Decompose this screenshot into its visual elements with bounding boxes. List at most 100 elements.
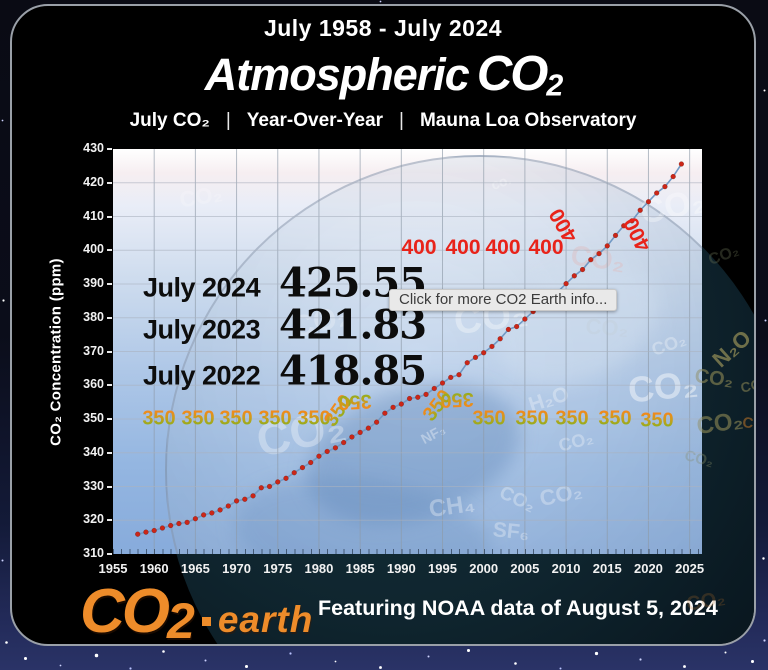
y-tick-mark — [107, 350, 112, 353]
data-point — [596, 250, 602, 257]
x-tick-label: 2000 — [469, 561, 499, 576]
data-point — [406, 395, 413, 402]
subtitle-july-co2: July CO₂ — [129, 110, 210, 131]
y-tick-label: 320 — [83, 512, 104, 527]
subtitle-observatory: Mauna Loa Observatory — [419, 110, 637, 131]
x-tick-label: 1955 — [98, 561, 128, 576]
x-tick-label: 1960 — [139, 561, 169, 576]
data-point — [373, 419, 380, 425]
data-point — [209, 510, 215, 516]
data-point — [514, 323, 520, 330]
y-tick-label: 350 — [83, 411, 104, 425]
y-tick-label: 380 — [83, 309, 104, 324]
data-point — [225, 503, 231, 509]
title-co2: CO2 — [476, 47, 563, 103]
data-point — [242, 496, 248, 502]
data-point — [489, 343, 495, 350]
threshold-label-350: 350 — [640, 409, 674, 432]
y-tick-label: 410 — [83, 208, 104, 223]
data-point — [423, 391, 429, 398]
data-point — [522, 316, 528, 322]
y-tick-label: 360 — [83, 377, 104, 392]
threshold-label-400: 400 — [445, 236, 481, 259]
threshold-label-400: 400 — [401, 236, 437, 259]
reading-row-2024: July 2024 425.55 — [143, 260, 427, 307]
molecule-watermark: CO₂ — [739, 374, 756, 396]
data-point — [629, 218, 635, 224]
data-point — [324, 448, 330, 455]
chart-plot-area[interactable]: CO₂ CO₂ CH₄ SF₆ CO₂ H₂O CO₂ CO₂ CO₂ CO₂ CO₂ CO₂ NF₃ C… — [113, 149, 702, 554]
logo-dot-icon — [201, 617, 211, 626]
logo-2: 2 — [167, 593, 195, 646]
y-tick-label: 370 — [83, 343, 104, 358]
x-tick-label: 1985 — [345, 561, 375, 576]
data-point — [481, 350, 487, 356]
data-point — [275, 479, 281, 485]
data-point — [604, 243, 610, 249]
threshold-label-350: 350 — [555, 407, 589, 430]
data-point — [291, 470, 297, 476]
y-tick-mark — [107, 316, 112, 319]
reading-row-2023: July 2023 421.83 — [143, 302, 427, 349]
data-point — [365, 425, 372, 431]
molecule-watermark: CO₂ — [706, 242, 742, 269]
x-axis-minor-ticks — [113, 549, 702, 554]
subtitle: July CO₂ | Year-Over-Year | Mauna Loa Observ… — [12, 110, 754, 132]
threshold-label-350: 350 — [258, 407, 292, 430]
molecule-watermark: CO₂ — [684, 587, 727, 616]
subtitle-divider: | — [399, 110, 404, 131]
x-tick-label: 1980 — [304, 561, 334, 576]
threshold-label-400: 400 — [485, 236, 521, 259]
threshold-label-350: 350 — [219, 407, 253, 430]
y-tick-label: 430 — [83, 141, 104, 155]
threshold-label-400: 400 — [528, 236, 564, 259]
data-point — [266, 483, 273, 490]
threshold-labels-layer: 400 400 400 400 400 400 350 350 350 350 350 350 350 3… — [113, 149, 702, 554]
title-word: Atmospheric — [204, 49, 470, 100]
data-point — [159, 525, 166, 531]
y-tick-label: 400 — [83, 242, 104, 257]
data-point — [250, 493, 256, 499]
x-tick-label: 1965 — [180, 561, 210, 576]
latest-readings: July 2024 425.55 July 2023 421.83 July 202… — [113, 149, 702, 554]
data-point — [588, 257, 594, 263]
date-range-title: July 1958 - July 2024 — [263, 15, 503, 41]
threshold-label-350: 350 — [472, 407, 506, 430]
co2-earth-logo[interactable]: CO2 earth — [80, 576, 314, 646]
y-tick-mark — [107, 148, 112, 150]
y-tick-mark — [107, 553, 112, 555]
y-tick-mark — [107, 384, 112, 387]
y-tick-mark — [107, 283, 112, 285]
threshold-label-350: 350 — [598, 407, 632, 430]
noaa-attribution: Featuring NOAA data of August 5, 2024 — [318, 596, 718, 620]
reading-label: July 2023 — [143, 314, 261, 345]
y-tick-label: 330 — [83, 478, 104, 493]
x-tick-label: 1970 — [222, 561, 252, 576]
data-point — [135, 531, 141, 537]
y-tick-mark — [107, 485, 112, 488]
subtitle-yoy: Year-Over-Year — [246, 110, 384, 131]
y-tick-label: 340 — [83, 444, 104, 459]
data-point — [637, 207, 643, 213]
data-point — [497, 336, 503, 342]
data-point — [678, 161, 685, 167]
data-point — [349, 434, 355, 440]
data-point — [176, 520, 182, 527]
starfield-decoration — [0, 0, 1, 1]
reading-label: July 2022 — [143, 360, 261, 391]
data-point — [439, 380, 446, 386]
logo-earth: earth — [217, 599, 314, 640]
data-point — [563, 281, 569, 287]
data-point — [184, 519, 190, 526]
reading-row-2022: July 2022 418.85 — [143, 348, 427, 395]
data-point — [308, 459, 314, 466]
data-point — [233, 498, 240, 504]
y-tick-mark — [107, 249, 112, 252]
x-tick-label: 1975 — [263, 561, 293, 576]
y-tick-label: 420 — [83, 174, 104, 189]
data-point — [332, 445, 339, 451]
hover-tooltip: Click for more CO2 Earth info... — [389, 289, 618, 311]
data-point — [151, 527, 157, 534]
data-point — [217, 507, 223, 513]
